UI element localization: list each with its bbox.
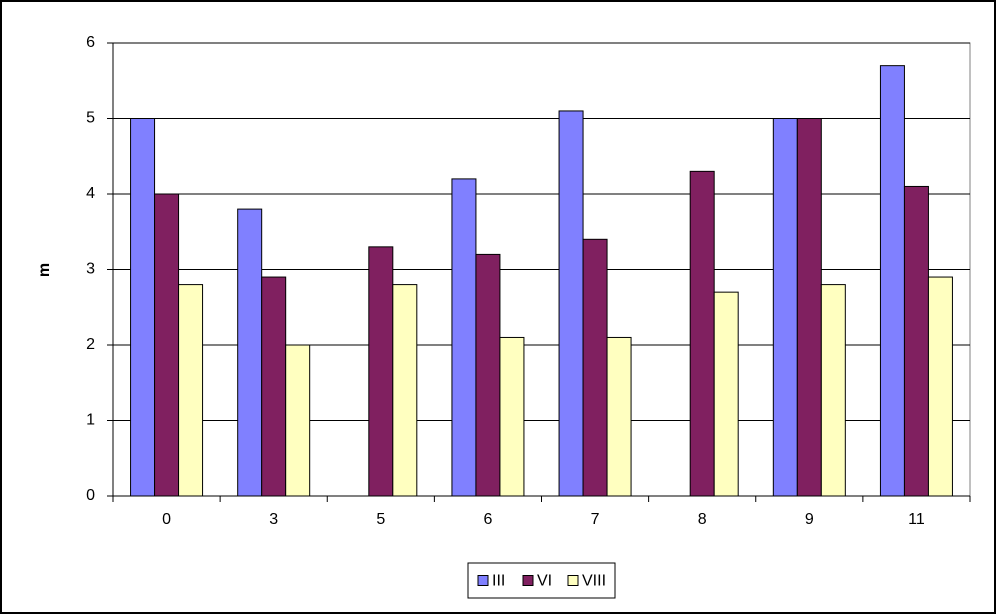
y-tick-label: 5 xyxy=(86,110,95,127)
legend-swatch xyxy=(477,575,489,586)
bar xyxy=(475,253,501,497)
legend-box xyxy=(467,562,616,599)
x-tick-label: 9 xyxy=(805,511,814,528)
bar xyxy=(796,118,822,497)
legend-label: III xyxy=(492,573,505,590)
bar xyxy=(130,118,156,497)
bar xyxy=(713,291,739,497)
legend-swatch xyxy=(567,575,579,586)
bar xyxy=(582,238,608,497)
bar xyxy=(451,178,477,497)
x-tick-label: 0 xyxy=(162,511,171,528)
y-axis-label: m xyxy=(36,263,53,277)
legend-label: VI xyxy=(537,573,552,590)
y-tick-label: 4 xyxy=(86,185,95,202)
bar xyxy=(368,246,394,497)
bar xyxy=(606,336,632,497)
bar xyxy=(237,208,263,497)
x-tick-label: 8 xyxy=(698,511,707,528)
y-tick-label: 0 xyxy=(86,487,95,504)
bar xyxy=(154,193,180,497)
y-tick-label: 1 xyxy=(86,412,95,429)
bar xyxy=(392,284,418,497)
legend-label: VIII xyxy=(582,573,606,590)
bar xyxy=(558,110,584,497)
x-tick-label: 3 xyxy=(269,511,278,528)
bar xyxy=(689,170,715,497)
bar xyxy=(879,65,905,497)
bar xyxy=(499,336,525,497)
bar xyxy=(927,276,953,497)
x-tick-label: 11 xyxy=(908,511,925,528)
bar xyxy=(178,284,204,497)
legend-swatch xyxy=(522,575,534,586)
y-tick-label: 3 xyxy=(86,261,95,278)
bar xyxy=(285,344,311,497)
x-tick-label: 6 xyxy=(483,511,492,528)
y-tick-label: 6 xyxy=(86,34,95,51)
bar xyxy=(772,118,798,497)
bar xyxy=(261,276,287,497)
y-tick-label: 2 xyxy=(86,336,95,353)
x-tick-label: 5 xyxy=(376,511,385,528)
bar xyxy=(820,284,846,497)
bar xyxy=(903,185,929,497)
x-tick-label: 7 xyxy=(591,511,600,528)
